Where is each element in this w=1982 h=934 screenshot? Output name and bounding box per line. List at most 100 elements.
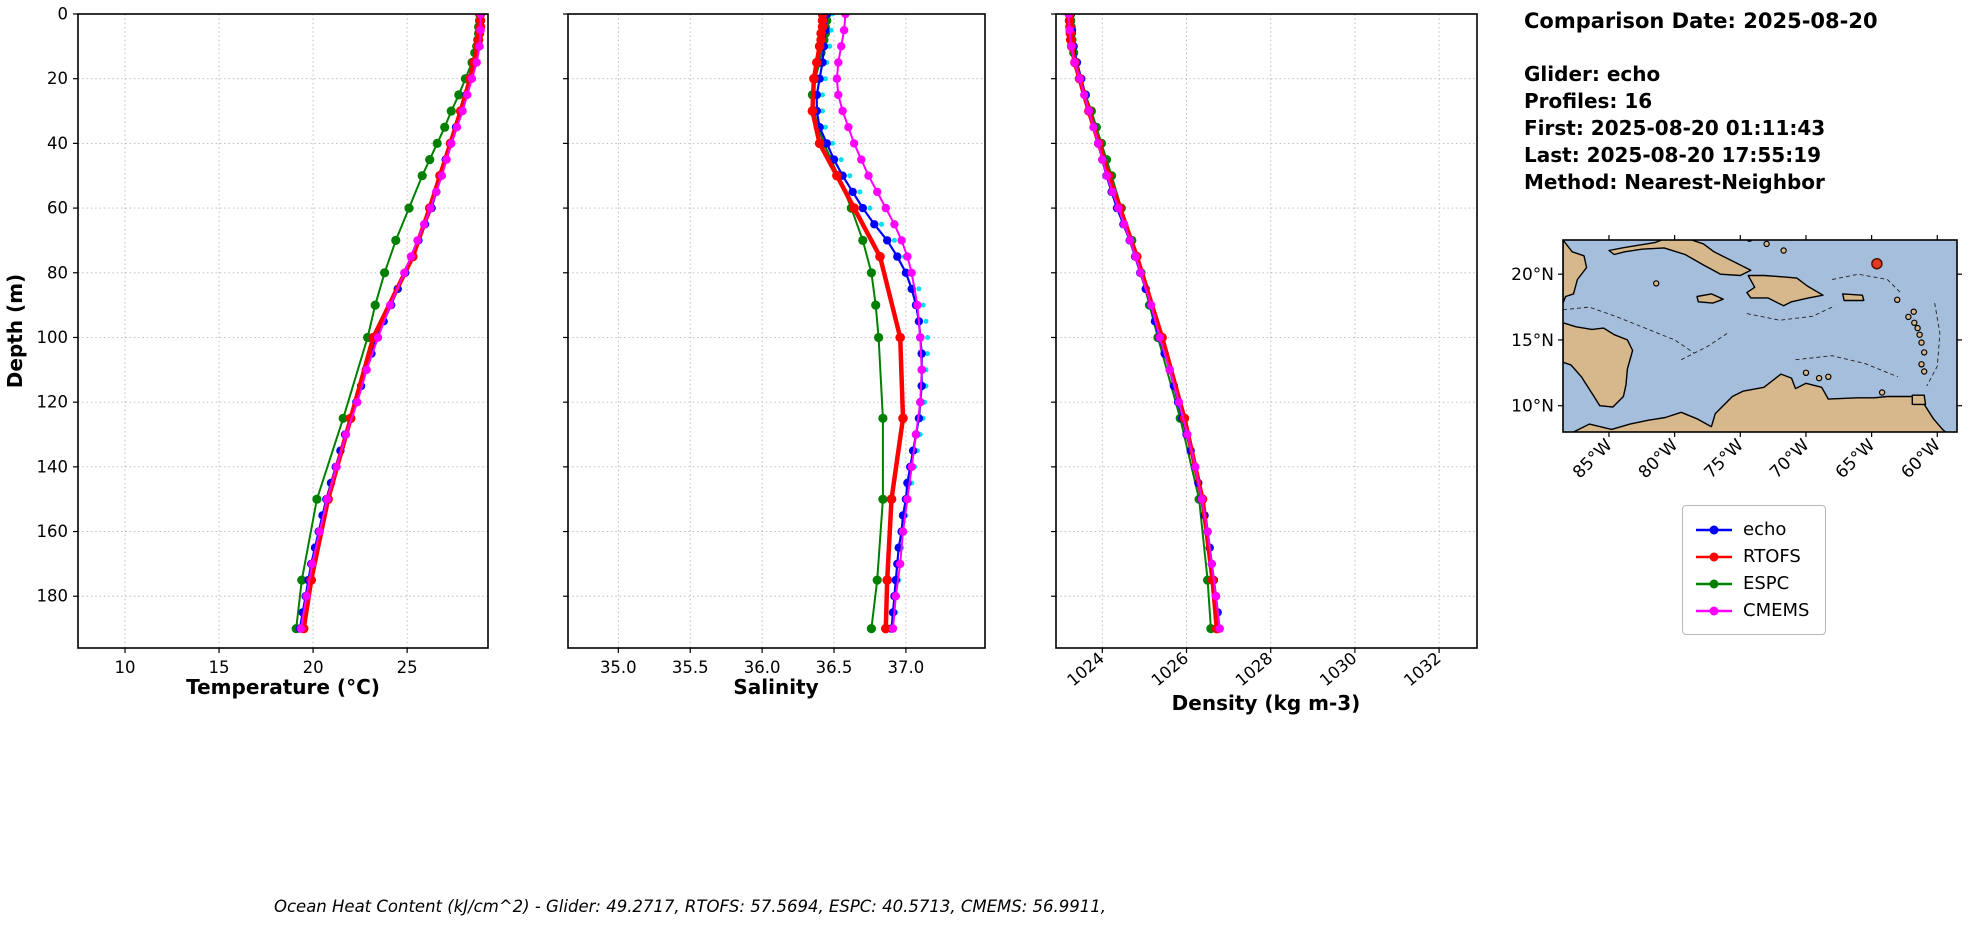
CMEMS-marker xyxy=(897,236,906,245)
legend-label: echo xyxy=(1743,519,1787,540)
RTOFS-marker xyxy=(814,41,825,52)
maritime-boundary xyxy=(1832,273,1901,293)
island xyxy=(1893,296,1901,303)
ESPC-marker xyxy=(872,575,882,585)
island xyxy=(1905,313,1912,321)
y-tick-label: 100 xyxy=(37,328,69,347)
island xyxy=(1780,247,1787,254)
CMEMS-marker xyxy=(1120,220,1129,229)
CMEMS-marker xyxy=(917,365,926,374)
CMEMS-marker xyxy=(1070,58,1079,67)
CMEMS-marker xyxy=(1098,155,1107,164)
CMEMS-marker xyxy=(1065,26,1074,35)
CMEMS-marker xyxy=(472,58,481,67)
map-lon-label: 80°W xyxy=(1635,435,1682,482)
glider-scatter-marker xyxy=(838,157,844,163)
CMEMS-marker xyxy=(426,203,435,213)
landmass xyxy=(1608,240,1752,277)
x-tick-label: 20 xyxy=(303,658,324,677)
CMEMS-marker xyxy=(432,187,441,197)
RTOFS-marker xyxy=(882,575,892,585)
RTOFS-marker xyxy=(849,203,859,213)
echo-marker xyxy=(822,139,831,148)
landmass xyxy=(1911,394,1927,406)
x-tick-label: 1030 xyxy=(1316,649,1360,691)
CMEMS-marker xyxy=(442,155,451,164)
temperature-xlabel: Temperature (°C) xyxy=(186,675,380,699)
CMEMS-marker xyxy=(844,123,853,132)
CMEMS-line xyxy=(299,14,482,630)
legend-label: RTOFS xyxy=(1743,546,1801,567)
x-tick-label: 1028 xyxy=(1232,649,1276,691)
RTOFS-marker xyxy=(807,106,818,116)
CMEMS-marker xyxy=(898,527,908,536)
CMEMS-marker xyxy=(1125,236,1135,245)
ESPC-marker xyxy=(370,300,380,310)
density-frame xyxy=(1055,13,1478,649)
CMEMS-marker xyxy=(308,559,317,569)
CMEMS-line xyxy=(1067,14,1221,630)
echo-marker xyxy=(858,203,867,213)
CMEMS-marker xyxy=(463,90,472,100)
RTOFS-marker xyxy=(832,170,842,181)
glider-scatter-marker xyxy=(879,221,884,227)
echo-marker xyxy=(870,220,879,229)
landmass xyxy=(1746,274,1824,307)
ESPC-marker xyxy=(440,122,450,132)
legend-item-rtofs: RTOFS xyxy=(1695,543,1809,570)
CMEMS-marker xyxy=(1191,462,1200,472)
CMEMS-marker xyxy=(1155,333,1164,342)
ESPC-line xyxy=(1069,14,1212,630)
glider-scatter-marker xyxy=(822,124,828,130)
island xyxy=(1878,389,1886,396)
CMEMS-marker xyxy=(1114,203,1123,213)
legend-item-echo: echo xyxy=(1695,516,1809,543)
salinity-series xyxy=(807,14,930,634)
echo-marker xyxy=(883,236,892,245)
spacer xyxy=(1524,39,1878,61)
CMEMS-marker xyxy=(864,171,873,180)
legend-label: CMEMS xyxy=(1743,600,1810,621)
glider-scatter-marker xyxy=(857,189,863,195)
y-tick-label: 20 xyxy=(47,69,68,88)
ESPC-marker xyxy=(878,494,888,504)
x-tick-label: 25 xyxy=(397,658,418,677)
charts-layer: 10 15 20 25 0 20 40 60 80 100 120 140 160 180 35.0 35.5… xyxy=(37,5,1478,691)
CMEMS-marker xyxy=(907,462,916,472)
glider-scatter-marker xyxy=(923,318,929,324)
legend-label: ESPC xyxy=(1743,573,1790,594)
glider-scatter-marker xyxy=(925,351,930,357)
glider-scatter-marker xyxy=(830,140,836,146)
island xyxy=(1825,373,1832,380)
CMEMS-marker xyxy=(1084,106,1094,116)
ESPC-marker xyxy=(871,300,881,310)
maritime-boundary xyxy=(1563,306,1695,354)
density-series xyxy=(1064,14,1225,634)
y-tick-label: 40 xyxy=(47,134,68,153)
ESPC-marker xyxy=(380,268,390,278)
ESPC-marker xyxy=(425,155,435,165)
legend-item-cmems: CMEMS xyxy=(1695,597,1809,624)
CMEMS-marker xyxy=(832,74,842,83)
CMEMS-marker xyxy=(406,252,416,261)
CMEMS-marker xyxy=(413,236,422,245)
CMEMS-marker xyxy=(857,155,866,164)
landmass xyxy=(1571,373,1947,432)
CMEMS-marker xyxy=(903,495,912,504)
landmass xyxy=(1563,322,1634,408)
CMEMS-marker xyxy=(849,139,859,148)
CMEMS-marker xyxy=(353,398,362,407)
glider-scatter-marker xyxy=(867,205,873,211)
density-chart: 1024 1026 1028 1030 1032 xyxy=(1051,13,1478,691)
comparison-date: Comparison Date: 2025-08-20 xyxy=(1524,9,1878,33)
CMEMS-marker xyxy=(838,106,847,116)
salinity-chart: 35.0 35.5 36.0 36.5 37.0 xyxy=(563,13,986,677)
CMEMS-marker xyxy=(419,220,429,229)
method: Method: Nearest-Neighbor xyxy=(1524,170,1825,194)
map-lat-label: 10°N xyxy=(1511,397,1554,417)
ESPC-marker xyxy=(391,235,401,245)
CMEMS-marker xyxy=(332,462,341,472)
x-tick-label: 15 xyxy=(209,658,230,677)
legend-swatch-echo xyxy=(1696,525,1732,534)
ESPC-marker xyxy=(404,203,414,213)
